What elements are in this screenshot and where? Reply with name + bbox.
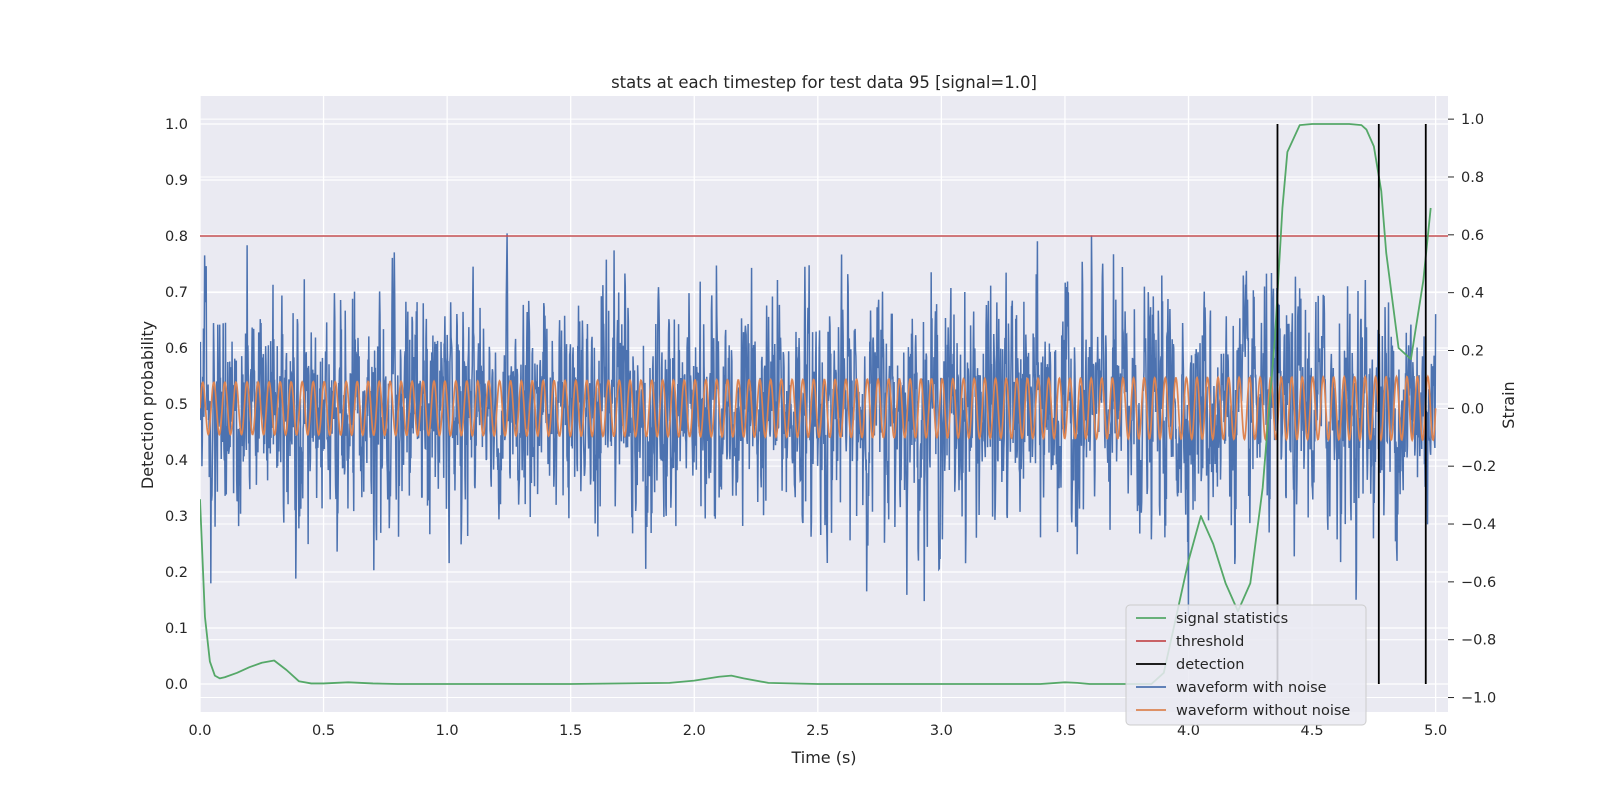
y-tick-labels: 0.0 0.1 0.2 0.3 0.4 0.5 0.6 0.7 0.8 0.9 1.0	[165, 117, 188, 693]
y-tick-label: 0.6	[165, 341, 188, 357]
y2-tick-label: 0.8	[1461, 170, 1484, 186]
y-tick-label: 0.3	[165, 509, 188, 525]
y2-tick-label: 0.4	[1461, 286, 1484, 302]
x-tick-label: 2.0	[683, 723, 706, 739]
y2-tick-label: −0.2	[1461, 459, 1496, 475]
x-tick-label: 1.0	[436, 723, 459, 739]
y-tick-label: 0.7	[165, 285, 188, 301]
series-waveform-without-noise	[200, 374, 1437, 443]
y2-tick-label: 0.6	[1461, 228, 1484, 244]
y2-tick-label: −0.4	[1461, 517, 1496, 533]
x-tick-label: 1.5	[559, 723, 582, 739]
legend-label: waveform without noise	[1176, 703, 1350, 719]
x-tick-labels: 0.0 0.5 1.0 1.5 2.0 2.5 3.0 3.5 4.0 4.5 5.0	[188, 723, 1447, 739]
y2-tick-label: 0.0	[1461, 401, 1484, 417]
y-tick-label: 0.0	[165, 677, 188, 693]
y-tick-label: 0.1	[165, 621, 188, 637]
y2-tick-label: 0.2	[1461, 343, 1484, 359]
y-tick-label: 0.8	[165, 229, 188, 245]
legend: signal statistics threshold detection wavef…	[1125, 604, 1367, 726]
series-signal-statistics	[200, 123, 1432, 685]
x-tick-label: 0.0	[188, 723, 211, 739]
legend-label: detection	[1176, 657, 1244, 673]
x-tick-label: 3.0	[930, 723, 953, 739]
y-tick-label: 1.0	[165, 117, 188, 133]
x-tick-label: 0.5	[312, 723, 335, 739]
y-axis-label: Detection probability	[138, 321, 157, 489]
y-tick-label: 0.2	[165, 565, 188, 581]
legend-label: threshold	[1176, 634, 1244, 650]
x-tick-label: 3.5	[1053, 723, 1076, 739]
x-tick-label: 4.5	[1301, 723, 1324, 739]
x-tick-label: 2.5	[806, 723, 829, 739]
x-axis-label: Time (s)	[790, 748, 856, 767]
legend-label: waveform with noise	[1176, 680, 1327, 696]
legend-box	[1125, 604, 1367, 726]
y-tick-label: 0.5	[165, 397, 188, 413]
y-tick-label: 0.4	[165, 453, 188, 469]
series-waveform-with-noise	[200, 233, 1437, 616]
legend-label: signal statistics	[1176, 611, 1288, 627]
y2-tick-label: −0.6	[1461, 575, 1496, 591]
y-tick-label: 0.9	[165, 173, 188, 189]
chart-title: stats at each timestep for test data 95 …	[611, 73, 1037, 92]
y2-tick-label: −1.0	[1461, 691, 1496, 707]
series-group	[200, 123, 1448, 685]
y2-axis-label: Strain	[1499, 381, 1518, 428]
x-tick-label: 5.0	[1424, 723, 1447, 739]
y2-tick-labels: −1.0 −0.8 −0.6 −0.4 −0.2 0.0 0.2 0.4 0.6 0.8 1.0	[1448, 112, 1496, 707]
y2-tick-label: 1.0	[1461, 112, 1484, 128]
x-tick-label: 4.0	[1177, 723, 1200, 739]
y2-tick-label: −0.8	[1461, 633, 1496, 649]
